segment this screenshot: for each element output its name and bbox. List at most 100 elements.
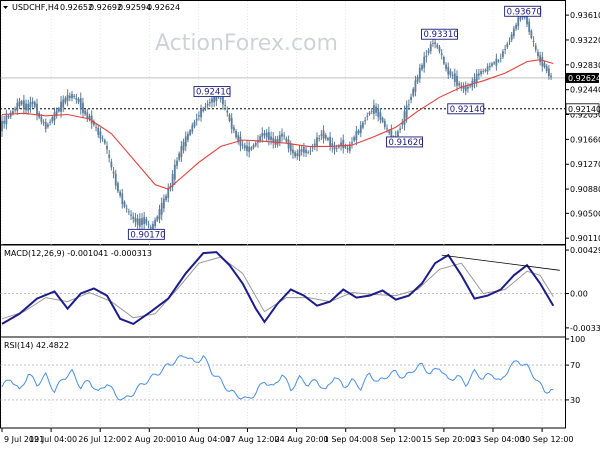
- candle-body: [228, 114, 231, 121]
- rsi-title: RSI(14) 42.4822: [4, 341, 69, 350]
- x-tick-label: 8 Sep 12:00: [373, 435, 421, 444]
- candle-body: [298, 149, 301, 157]
- candle-body: [447, 67, 450, 75]
- x-tick-label: 17 Aug 12:00: [226, 435, 280, 444]
- candle-body: [300, 149, 303, 152]
- macd-signal-line: [1, 256, 554, 320]
- candle-body: [519, 17, 522, 20]
- current-price-badge: [566, 72, 599, 83]
- candle-body: [60, 101, 62, 112]
- candle-body: [484, 69, 487, 72]
- x-tick-label: 30 Sep 12:00: [520, 435, 573, 444]
- candle-body: [504, 49, 507, 50]
- candle-body: [302, 147, 305, 153]
- candle-body: [327, 138, 329, 140]
- candle-body: [200, 109, 202, 118]
- price-annotation-box: [504, 5, 542, 17]
- rsi-y-tick-label: 30: [570, 396, 580, 405]
- candle-body: [534, 45, 537, 50]
- candle-body: [482, 71, 485, 72]
- x-tick-label: 2 Aug 20:00: [127, 435, 176, 444]
- candle-body: [64, 98, 67, 103]
- price-y-tick-label: 0.90500: [570, 209, 600, 218]
- moving-average-line: [1, 59, 554, 190]
- candle-body: [22, 100, 25, 110]
- candle-body: [20, 101, 23, 105]
- candle-body: [178, 153, 181, 160]
- close-value: 0.92624: [147, 3, 180, 12]
- price-annotation-box: [421, 28, 458, 40]
- candle-body: [324, 135, 327, 139]
- dropdown-triangle-icon[interactable]: [3, 6, 8, 9]
- candle-body: [464, 85, 467, 92]
- candle-body: [375, 106, 377, 113]
- candle-body: [84, 110, 87, 115]
- candle-body: [355, 130, 358, 141]
- candle-body: [418, 67, 421, 79]
- candle-body: [55, 110, 58, 116]
- candle-body: [423, 56, 426, 68]
- candle-body: [285, 138, 288, 142]
- open-value: 0.92652: [60, 3, 93, 12]
- candle-body: [195, 118, 198, 121]
- candle-body: [197, 115, 200, 117]
- candle-body: [547, 68, 550, 77]
- candle-body: [246, 145, 248, 151]
- candle-body: [329, 136, 332, 146]
- candle-body: [434, 42, 437, 44]
- candle-body: [141, 218, 143, 225]
- candle-body: [366, 116, 369, 117]
- candle-body: [27, 103, 30, 111]
- x-tick-label: 19 Jul 04:00: [29, 435, 77, 444]
- candle-body: [421, 65, 423, 70]
- candle-body: [537, 51, 539, 57]
- price-y-tick-label: 0.93220: [570, 36, 600, 45]
- candle-body: [108, 154, 111, 158]
- candle-body: [294, 152, 297, 157]
- candle-body: [545, 66, 548, 72]
- candle-body: [342, 139, 345, 149]
- candle-body: [381, 117, 384, 122]
- price-annotation-box: [386, 136, 423, 148]
- candle-body: [438, 46, 441, 52]
- candle-body: [359, 125, 362, 133]
- candle-body: [467, 86, 469, 89]
- price-series: 0.90170 0.92410 0.91620 0.92140 0.93310 0.936…: [0, 5, 565, 240]
- candle-body: [486, 66, 489, 72]
- candle-body: [331, 143, 334, 147]
- candle-body: [405, 105, 408, 118]
- price-y-tick-label: 0.90880: [570, 185, 600, 194]
- price-y-tick-label: 0.92830: [570, 61, 600, 70]
- candle-body: [270, 136, 272, 140]
- candle-body: [357, 130, 360, 134]
- candle-body: [7, 115, 10, 118]
- rsi-line: [1, 354, 554, 401]
- candle-body: [512, 28, 515, 37]
- high-value: 0.92692: [89, 3, 122, 12]
- candle-body: [368, 112, 371, 115]
- candle-body: [230, 117, 233, 129]
- candle-body: [508, 40, 511, 42]
- candle-body: [390, 130, 393, 140]
- candle-body: [158, 209, 161, 220]
- candle-body: [399, 128, 402, 130]
- candle-body: [506, 43, 509, 48]
- candle-body: [491, 63, 493, 66]
- candle-body: [267, 132, 270, 140]
- candle-body: [165, 195, 167, 200]
- candle-body: [318, 138, 321, 140]
- candle-body: [416, 76, 419, 82]
- axis-labels: 0.93610 0.93220 0.92830 0.92440 0.92050 0.916…: [1, 11, 600, 444]
- candle-body: [29, 102, 32, 108]
- candle-body: [451, 74, 454, 76]
- candle-body: [477, 73, 480, 76]
- candle-body: [469, 85, 472, 87]
- candle-body: [377, 108, 380, 117]
- x-tick-label: 24 Aug 20:00: [275, 435, 329, 444]
- candle-body: [309, 150, 312, 152]
- candle-body: [541, 56, 544, 67]
- candle-body: [412, 88, 415, 96]
- candle-body: [530, 30, 533, 38]
- price-annotation-box: [127, 228, 165, 240]
